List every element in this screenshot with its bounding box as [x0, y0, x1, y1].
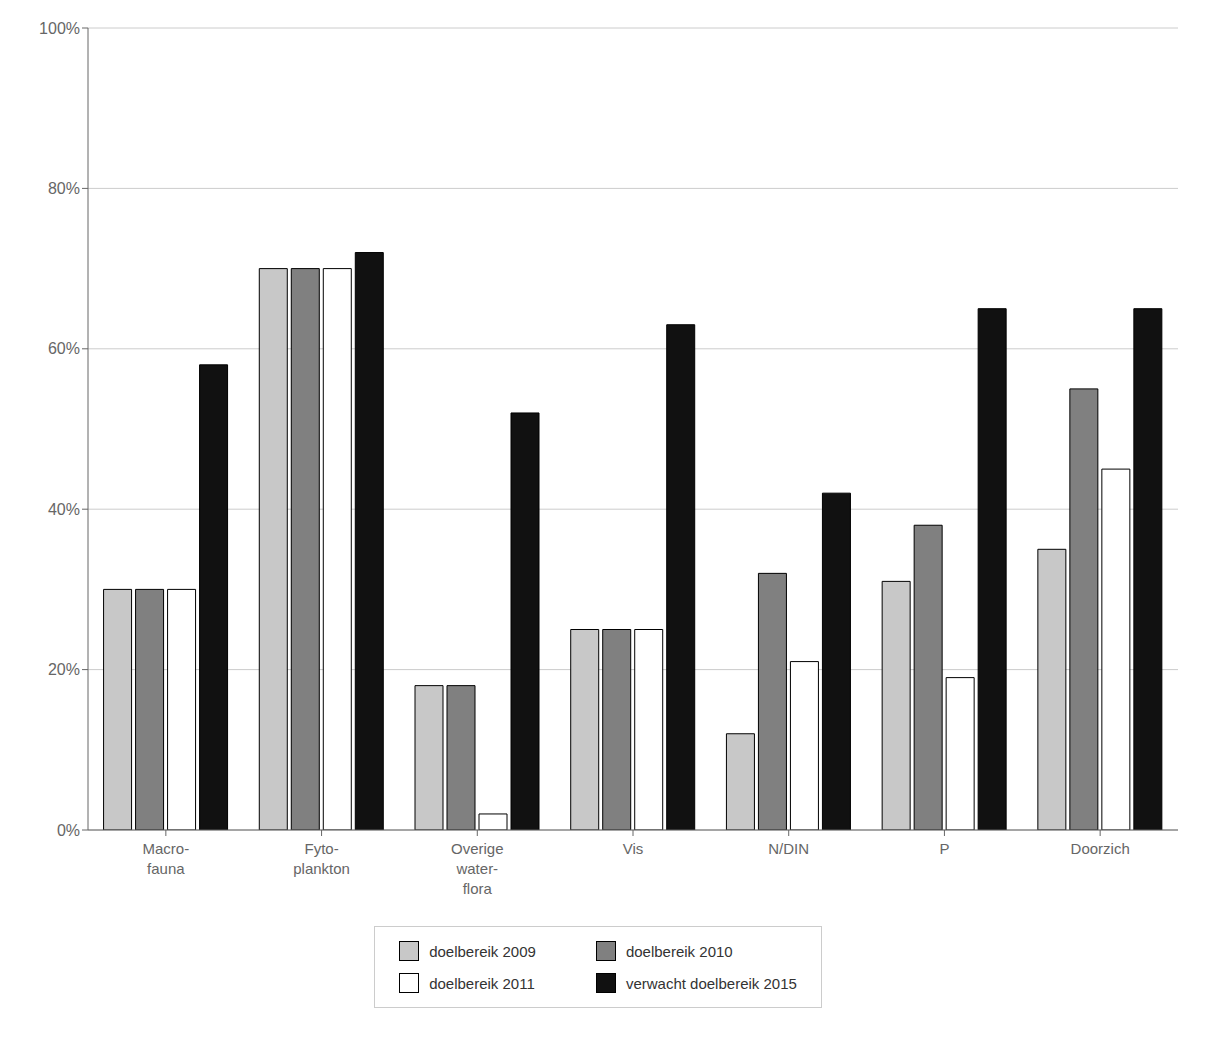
svg-text:Macro-fauna: Macro-fauna — [143, 840, 190, 877]
svg-text:20%: 20% — [48, 661, 80, 678]
html-text:doelbereik 2011: doelbereik 2011 — [429, 974, 535, 992]
svg-text:P: P — [939, 840, 949, 857]
svg-text:0%: 0% — [57, 822, 80, 839]
svg-text:Fyto-plankton: Fyto-plankton — [293, 840, 350, 877]
svg-text:Overigewater-flora: Overigewater-flora — [451, 840, 504, 897]
html-text:doelbereik 2010: doelbereik 2010 — [625, 942, 733, 960]
svg-text:Doorzich: Doorzich — [1071, 840, 1130, 857]
svg-text:60%: 60% — [48, 340, 80, 357]
svg-text:40%: 40% — [48, 501, 80, 518]
svg-text:N/DIN: N/DIN — [768, 840, 809, 857]
svg-text:80%: 80% — [48, 180, 80, 197]
svg-text:100%: 100% — [39, 20, 80, 37]
html-text:verwacht doelbereik 2015: verwacht doelbereik 2015 — [625, 974, 797, 992]
html-text:doelbereik 2009: doelbereik 2009 — [429, 942, 536, 960]
svg-text:Vis: Vis — [623, 840, 644, 857]
